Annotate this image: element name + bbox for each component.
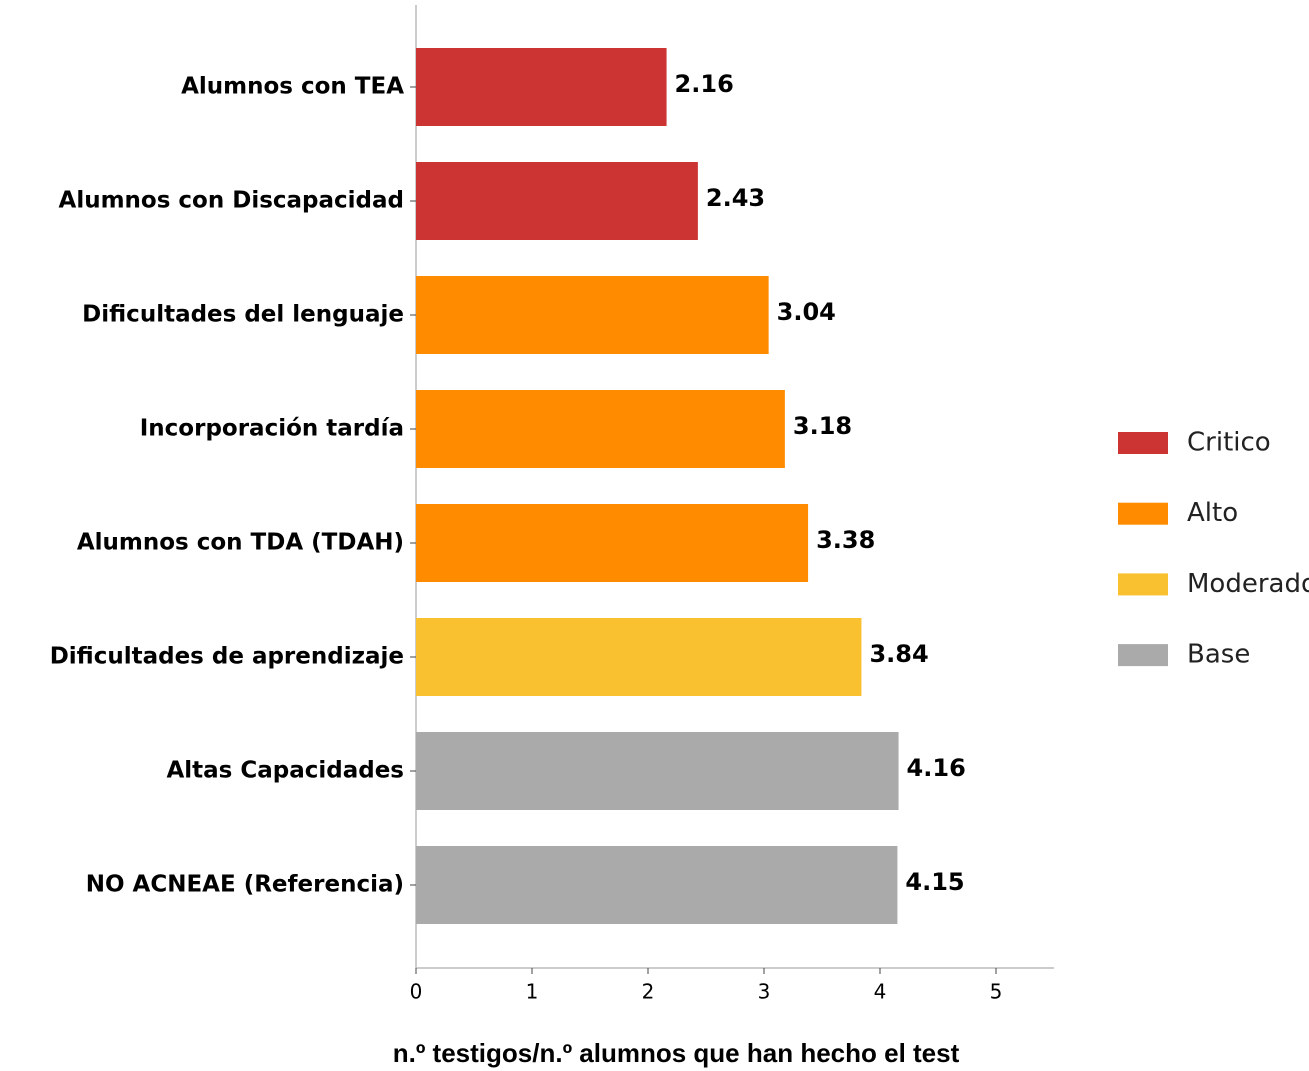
y-tick-label: Alumnos con TEA (181, 74, 404, 100)
value-label: 4.16 (907, 754, 966, 782)
y-tick-label: Alumnos con Discapacidad (59, 188, 404, 214)
value-label: 4.15 (905, 868, 964, 896)
legend-swatch (1118, 432, 1168, 454)
value-label: 3.04 (777, 298, 836, 326)
y-tick-label: Incorporación tardía (140, 416, 404, 442)
legend-label: Base (1187, 640, 1250, 670)
y-tick-label: Alumnos con TDA (TDAH) (77, 530, 404, 556)
value-label: 2.43 (706, 184, 765, 212)
bar (416, 162, 698, 240)
value-label: 3.38 (816, 526, 875, 554)
y-tick-label: Dificultades del lenguaje (82, 302, 404, 328)
x-tick-label: 5 (990, 980, 1003, 1004)
bar (416, 732, 899, 810)
legend-swatch (1118, 573, 1168, 596)
legend-swatch (1118, 644, 1168, 667)
y-tick-label: Altas Capacidades (166, 758, 404, 784)
x-axis-label: n.º testigos/n.º alumnos que han hecho e… (393, 1038, 960, 1068)
bar (416, 390, 785, 468)
value-label: 3.18 (793, 412, 852, 440)
value-label: 3.84 (869, 640, 928, 668)
x-tick-label: 2 (642, 980, 655, 1004)
x-tick-label: 0 (410, 980, 423, 1004)
value-label: 2.16 (675, 70, 734, 98)
y-tick-label: Dificultades de aprendizaje (50, 644, 404, 670)
legend-swatch (1118, 502, 1168, 525)
bar (416, 618, 862, 696)
bar (416, 846, 898, 924)
bar (416, 504, 809, 582)
y-tick-label: NO ACNEAE (Referencia) (86, 872, 404, 898)
x-tick-label: 4 (874, 980, 887, 1004)
x-tick-label: 3 (758, 980, 771, 1004)
bar (416, 276, 769, 354)
bar (416, 48, 667, 126)
legend-label: Critico (1187, 428, 1271, 458)
x-tick-label: 1 (526, 980, 539, 1004)
legend-label: Alto (1187, 498, 1238, 528)
legend-label: Moderado (1187, 569, 1309, 599)
